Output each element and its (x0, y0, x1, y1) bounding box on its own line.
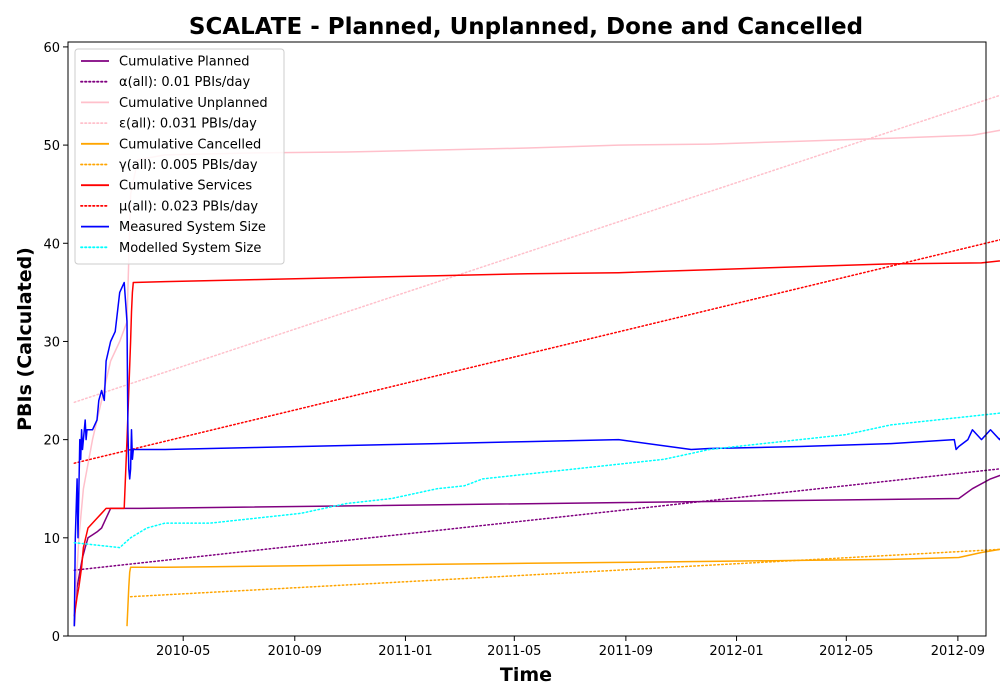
y-tick-label: 10 (43, 532, 60, 547)
series-line-all-0-031-pbis-day (73, 94, 1000, 404)
legend-label: Cumulative Services (119, 179, 252, 194)
legend-label: ε(all): 0.031 PBIs/day (119, 117, 257, 132)
y-tick-label: 40 (43, 237, 60, 252)
series-line-all-0-005-pbis-day (129, 548, 1000, 598)
series-line-all-0-023-pbis-day (73, 239, 1000, 464)
y-tick-label: 60 (43, 41, 60, 56)
y-tick-label: 0 (52, 630, 60, 645)
x-tick-label: 2010-05 (156, 644, 210, 659)
legend-label: μ(all): 0.023 PBIs/day (119, 199, 258, 214)
legend-label: Cumulative Cancelled (119, 137, 261, 152)
series-layer (73, 94, 1000, 627)
x-tick-label: 2012-01 (709, 644, 763, 659)
series-line-cumulative-services (73, 260, 1000, 617)
legend-label: Measured System Size (119, 220, 266, 235)
series-line-modelled-system-size (73, 412, 1000, 549)
x-tick-label: 2012-09 (931, 644, 985, 659)
legend-label: α(all): 0.01 PBIs/day (119, 75, 250, 90)
y-tick-label: 30 (43, 335, 60, 350)
x-tick-label: 2010-09 (268, 644, 322, 659)
y-axis: 0 10 20 30 40 50 60 (43, 41, 68, 645)
x-tick-label: 2011-05 (487, 644, 541, 659)
legend-label: Modelled System Size (119, 241, 261, 256)
x-tick-label: 2011-09 (599, 644, 653, 659)
legend-label: Cumulative Unplanned (119, 96, 268, 111)
y-axis-title: PBIs (Calculated) (14, 247, 36, 431)
chart-title: SCALATE - Planned, Unplanned, Done and C… (189, 14, 863, 40)
legend-box (74, 48, 285, 265)
y-tick-label: 50 (43, 139, 60, 154)
x-tick-label: 2011-01 (378, 644, 432, 659)
y-tick-label: 20 (43, 434, 60, 449)
legend-label: Cumulative Planned (119, 55, 249, 70)
x-axis: 2010-05 2010-09 2011-01 2011-05 2011-09 2012-… (156, 636, 985, 659)
plot-frame (67, 41, 987, 637)
series-line-measured-system-size (73, 281, 1000, 627)
legend-label: γ(all): 0.005 PBIs/day (119, 158, 258, 173)
series-line-cumulative-cancelled (126, 548, 1000, 627)
x-tick-label: 2012-05 (819, 644, 873, 659)
legend: Cumulative Planned α(all): 0.01 PBIs/day C… (74, 48, 285, 265)
series-line-all-0-01-pbis-day (73, 468, 1000, 571)
x-axis-title: Time (500, 664, 552, 686)
